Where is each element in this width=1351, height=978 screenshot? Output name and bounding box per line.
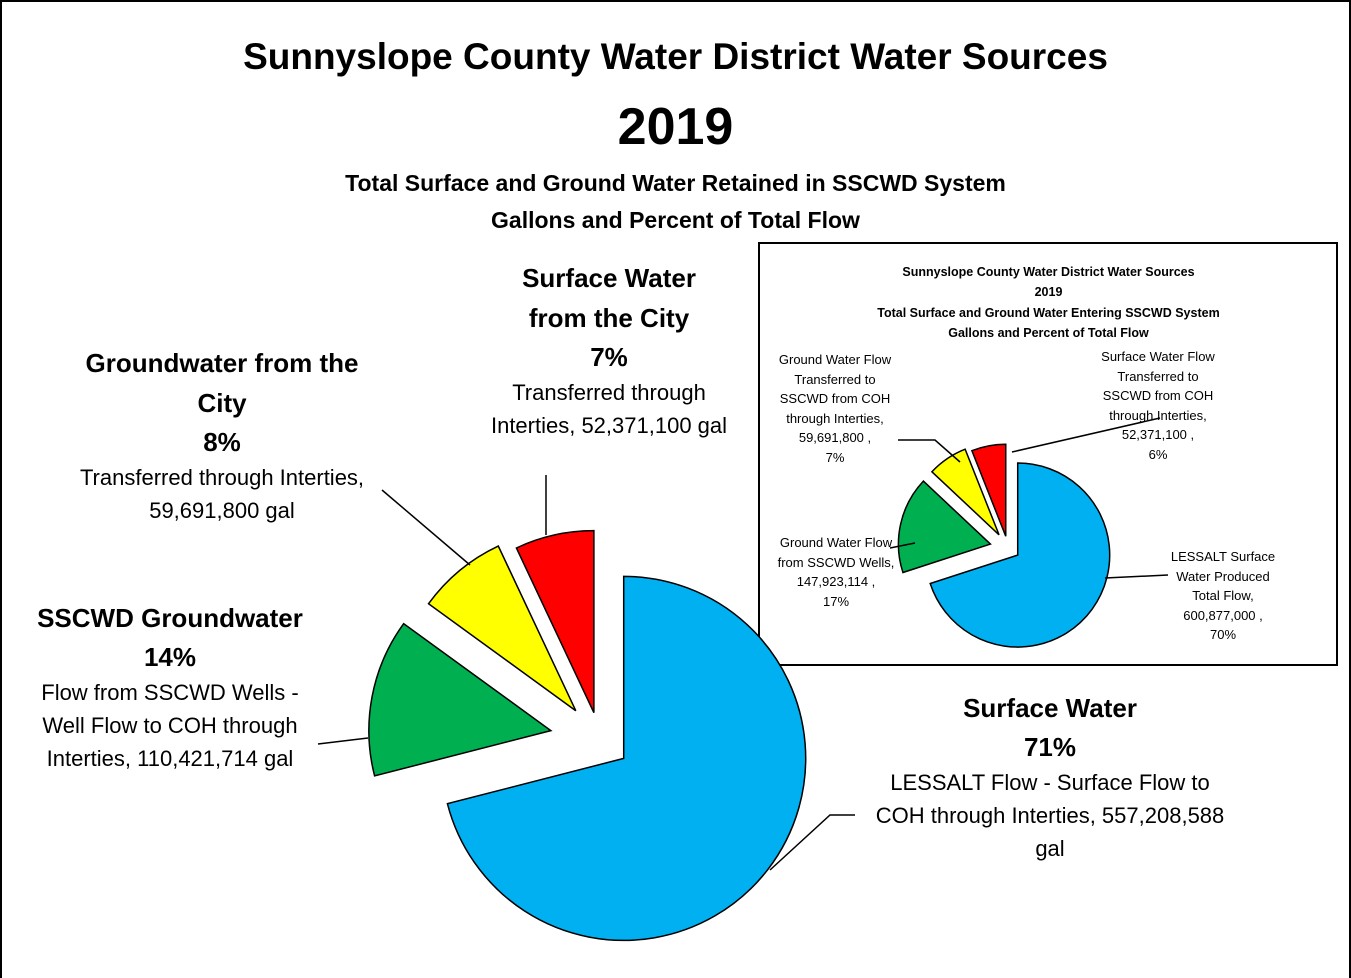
leader-line [317, 737, 369, 745]
slice-label: LESSALT Surface Water Produced Total Flo… [1168, 547, 1278, 645]
pie-slice [368, 622, 553, 777]
slice-description: 147,923,114 , [796, 574, 876, 589]
slice-name: Ground Water Flow Transferred to SSCWD f… [778, 352, 892, 426]
inset-year: 2019 [1034, 285, 1063, 299]
slice-name: Surface Water Flow Transferred to SSCWD … [1101, 349, 1215, 423]
pie-slice [929, 462, 1111, 648]
slice-description: LESSALT Flow - Surface Flow to COH throu… [875, 770, 1225, 861]
slice-percent: 14% [143, 642, 197, 672]
inset-subtitle: Total Surface and Ground Water Entering … [877, 306, 1220, 320]
slice-name: SSCWD Groundwater [37, 603, 303, 633]
inset-frame [758, 242, 1338, 666]
slice-percent: 7% [590, 342, 628, 372]
slice-percent: 8% [203, 427, 241, 457]
subtitle: Gallons and Percent of Total Flow [491, 207, 860, 233]
slice-description: 59,691,800 , [798, 430, 872, 445]
slice-name: LESSALT Surface Water Produced Total Flo… [1170, 549, 1276, 603]
slice-percent: 17% [822, 593, 850, 609]
chart-title: Sunnyslope County Water District Water S… [243, 36, 1108, 77]
slice-percent: 70% [1209, 627, 1237, 642]
leader-line [1104, 574, 1169, 579]
slice-percent: 6% [1148, 446, 1168, 462]
slice-name: Groundwater from the City [85, 348, 359, 418]
slice-name: Ground Water Flow from SSCWD Wells, [777, 535, 895, 570]
slice-description: Transferred through Interties, 59,691,80… [79, 465, 365, 523]
slice-description: Flow from SSCWD Wells - Well Flow to COH… [41, 680, 299, 771]
leader-line [889, 542, 916, 549]
slice-description: Transferred through Interties, 52,371,10… [490, 380, 728, 438]
leader-line [1011, 417, 1161, 453]
leader-line [381, 489, 471, 566]
slice-description: 52,371,100 , [1121, 427, 1195, 442]
slice-label: Groundwater from the City 8% Transferred t… [52, 343, 392, 527]
leader-line [769, 814, 855, 871]
slice-name: Surface Water [963, 693, 1137, 723]
pie-slice [970, 443, 1007, 537]
slice-name: Surface Water from the City [522, 263, 696, 333]
slice-label: Surface Water from the City 7% Transferred… [489, 258, 729, 442]
leader-line [898, 439, 961, 463]
slice-description: 600,877,000 , [1183, 607, 1263, 623]
slice-percent: 7% [825, 449, 845, 465]
pie-slice [515, 529, 595, 713]
slice-label: Surface Water Flow Transferred to SSCWD … [1101, 347, 1216, 464]
pie-slice [930, 448, 1000, 536]
pie-slice [897, 480, 992, 574]
slice-percent: 71% [1023, 732, 1077, 762]
subtitle: Total Surface and Ground Water Retained … [345, 170, 1006, 196]
slice-label: Ground Water Flow from SSCWD Wells, 147,9… [776, 533, 896, 611]
inset-title: Sunnyslope County Water District Water S… [902, 265, 1195, 279]
inset-subtitle: Gallons and Percent of Total Flow [948, 326, 1149, 340]
pie-slice [446, 575, 807, 942]
chart-year: 2019 [617, 98, 734, 156]
pie-slice [427, 545, 577, 712]
slice-label: SSCWD Groundwater 14% Flow from SSCWD Well… [20, 598, 320, 775]
slice-label: Surface Water 71% LESSALT Flow - Surface F… [865, 688, 1235, 865]
slice-label: Ground Water Flow Transferred to SSCWD f… [778, 350, 893, 467]
